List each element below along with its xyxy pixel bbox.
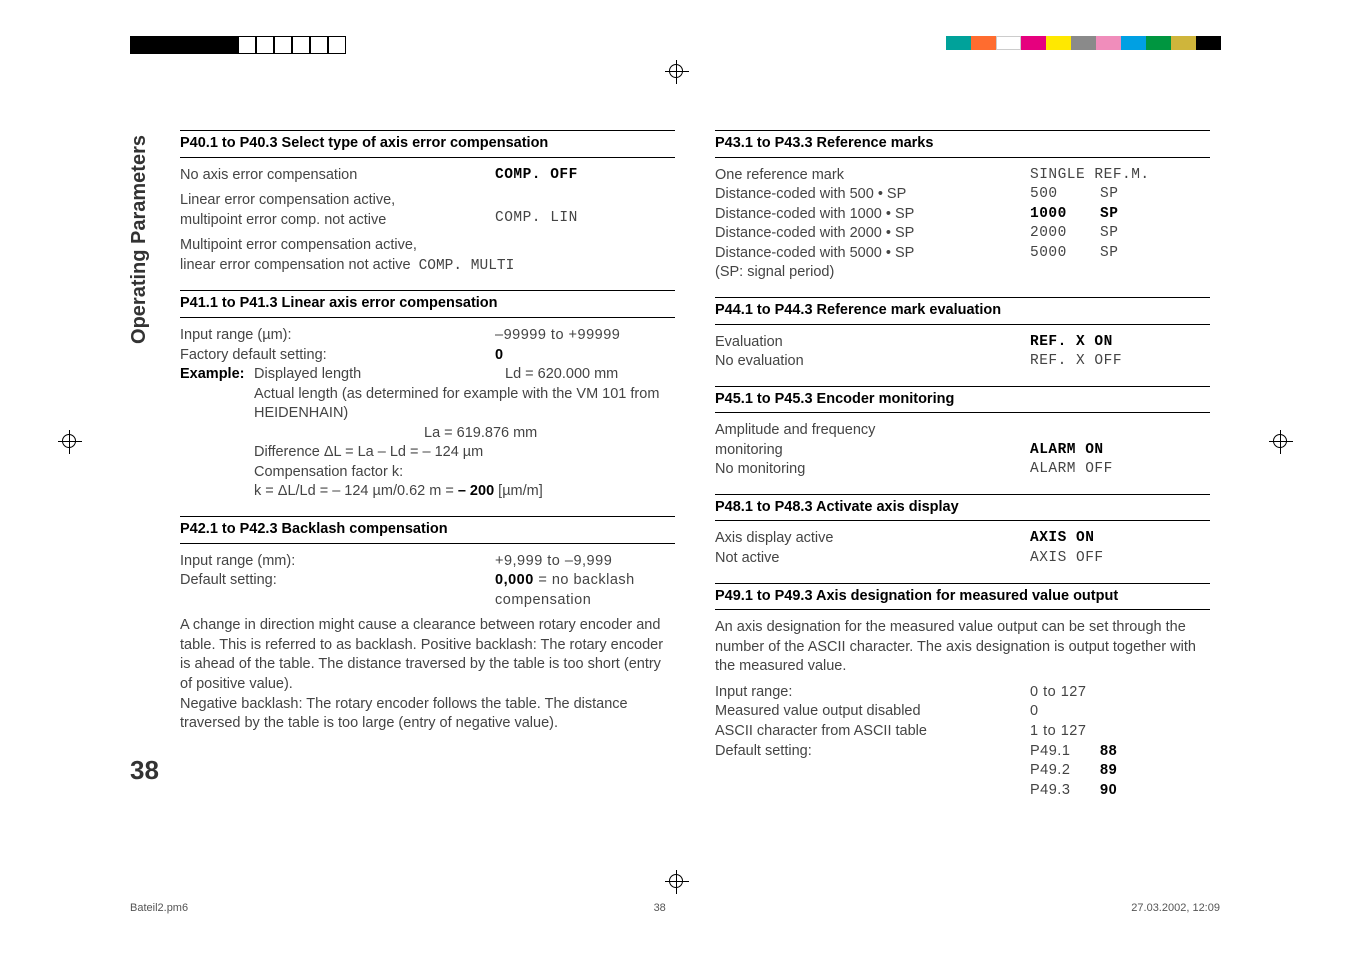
text: (SP: signal period) [715, 263, 1210, 283]
footer-left: Bateil2.pm6 [130, 902, 188, 914]
heading-p49: P49.1 to P49.3 Axis designation for meas… [715, 583, 1210, 611]
value: 0 to 127 [1030, 683, 1210, 703]
text: Difference ΔL = La – Ld = – 124 µm [254, 443, 675, 463]
text: No axis error compensation [180, 166, 495, 186]
text: Input range: [715, 683, 1030, 703]
text: linear error compensation not active [180, 257, 411, 273]
register-mark-left [58, 430, 82, 454]
value: –99999 to +99999 [495, 326, 675, 346]
value: 89 [1100, 762, 1117, 778]
value: La = 619.876 mm [254, 424, 675, 444]
text: Multipoint error compensation active, [180, 237, 417, 253]
value: SP [1100, 186, 1118, 202]
heading-p48: P48.1 to P48.3 Activate axis display [715, 494, 1210, 522]
value: – 200 [458, 483, 494, 499]
value: 88 [1100, 743, 1117, 759]
text: Factory default setting: [180, 346, 495, 366]
value: 0 [1030, 702, 1210, 722]
value: ALARM OFF [1030, 460, 1210, 480]
text: Input range (mm): [180, 552, 495, 572]
heading-p43: P43.1 to P43.3 Reference marks [715, 130, 1210, 158]
text: Distance-coded with 5000 • SP [715, 244, 1030, 264]
value: AXIS ON [1030, 529, 1210, 549]
value: SP [1100, 206, 1118, 222]
value: SP [1100, 225, 1118, 241]
register-mark-right [1269, 430, 1293, 454]
page-number: 38 [130, 755, 159, 786]
text: compensation [495, 591, 675, 611]
register-mark-bottom [665, 870, 689, 894]
value: 2000 [1030, 224, 1100, 244]
heading-p42: P42.1 to P42.3 Backlash compensation [180, 516, 675, 544]
text: monitoring [715, 441, 1030, 461]
value: 500 [1030, 185, 1100, 205]
paragraph: A change in direction might cause a clea… [180, 616, 675, 694]
text: Distance-coded with 500 • SP [715, 185, 1030, 205]
value: +9,999 to –9,999 [495, 552, 675, 572]
registration-colors-right [946, 36, 1221, 50]
page-body: P40.1 to P40.3 Select type of axis error… [180, 130, 1210, 800]
text: Distance-coded with 1000 • SP [715, 205, 1030, 225]
left-column: P40.1 to P40.3 Select type of axis error… [180, 130, 675, 800]
text: One reference mark [715, 166, 1030, 186]
text: Measured value output disabled [715, 702, 1030, 722]
value: COMP. OFF [495, 166, 675, 186]
value: SP [1100, 245, 1118, 261]
value: REF. X OFF [1030, 352, 1210, 372]
value: Ld = 620.000 mm [505, 365, 675, 385]
text: Compensation factor k: [254, 463, 675, 483]
text: Linear error compensation active, [180, 192, 395, 208]
side-tab-label: Operating Parameters [128, 135, 151, 344]
text: Input range (µm): [180, 326, 495, 346]
text: Amplitude and frequency [715, 421, 1210, 441]
text: Actual length (as determined for example… [254, 385, 675, 424]
paragraph: Negative backlash: The rotary encoder fo… [180, 695, 675, 734]
text: = no backlash [534, 572, 635, 588]
text: Displayed length [254, 365, 505, 385]
text: multipoint error comp. not active [180, 212, 386, 228]
value: P49.3 [1030, 781, 1100, 801]
value: 0,000 [495, 572, 534, 588]
right-column: P43.1 to P43.3 Reference marks One refer… [715, 130, 1210, 800]
text: Default setting: [715, 742, 1030, 762]
text: Evaluation [715, 333, 1030, 353]
paragraph: An axis designation for the measured val… [715, 618, 1210, 677]
heading-p45: P45.1 to P45.3 Encoder monitoring [715, 386, 1210, 414]
value: 5000 [1030, 244, 1100, 264]
text: [µm/m] [494, 483, 543, 499]
footer-right: 27.03.2002, 12:09 [1131, 902, 1220, 914]
text: No monitoring [715, 460, 1030, 480]
footer: Bateil2.pm6 38 27.03.2002, 12:09 [130, 902, 1220, 914]
heading-p41: P41.1 to P41.3 Linear axis error compens… [180, 290, 675, 318]
value: P49.2 [1030, 761, 1100, 781]
value: REF. X ON [1030, 333, 1210, 353]
text: ASCII character from ASCII table [715, 722, 1030, 742]
text: k = ΔL/Ld = – 124 µm/0.62 m = [254, 483, 458, 499]
value: 1 to 127 [1030, 722, 1210, 742]
text: Default setting: [180, 571, 495, 591]
heading-p44: P44.1 to P44.3 Reference mark evaluation [715, 297, 1210, 325]
value: SINGLE REF.M. [1030, 166, 1210, 186]
value: 0 [495, 346, 675, 366]
heading-p40: P40.1 to P40.3 Select type of axis error… [180, 130, 675, 158]
text: No evaluation [715, 352, 1030, 372]
registration-bars-left [130, 36, 346, 54]
text: Not active [715, 549, 1030, 569]
footer-center: 38 [654, 902, 666, 914]
value: ALARM ON [1030, 441, 1210, 461]
value: COMP. LIN [495, 191, 675, 230]
value: 90 [1100, 782, 1117, 798]
register-mark-top [665, 60, 689, 84]
example-label: Example: [180, 365, 254, 502]
value: 1000 [1030, 205, 1100, 225]
value: AXIS OFF [1030, 549, 1210, 569]
text: Axis display active [715, 529, 1030, 549]
value: COMP. MULTI [419, 258, 515, 274]
text: Distance-coded with 2000 • SP [715, 224, 1030, 244]
value: P49.1 [1030, 742, 1100, 762]
